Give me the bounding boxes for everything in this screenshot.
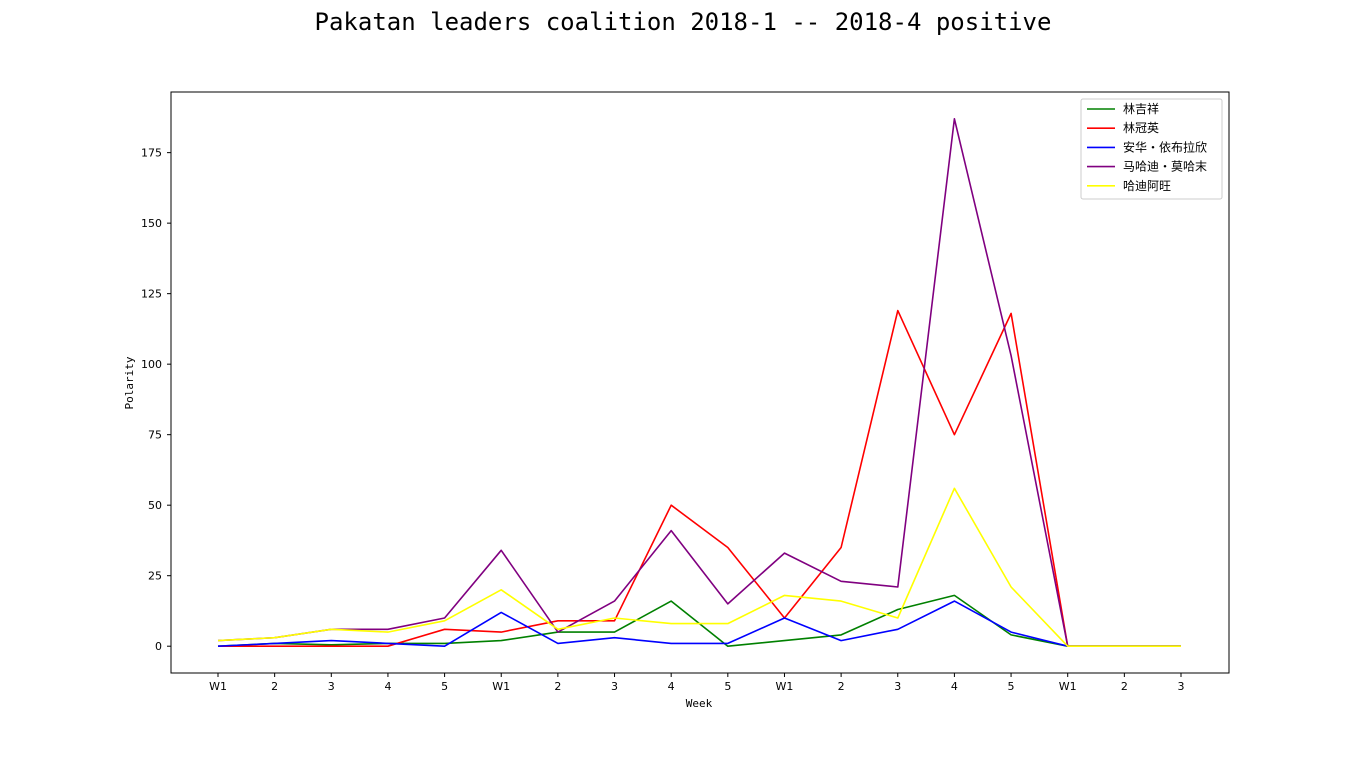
series-line-2 [218, 309, 1181, 648]
y-axis-label: Polarity [123, 356, 136, 409]
y-tick-label: 75 [148, 429, 162, 442]
x-tick-label: W1 [1059, 680, 1077, 693]
legend-frame [1080, 98, 1223, 200]
legend-label: 马哈迪・莫哈末 [1123, 160, 1207, 174]
y-tick-label: 100 [141, 358, 162, 371]
x-tick-label: 5 [724, 680, 731, 693]
x-tick-label: 2 [838, 680, 845, 693]
x-tick-label: 2 [554, 680, 561, 693]
legend-label: 安华・依布拉欣 [1123, 139, 1207, 154]
series-line-3 [217, 600, 1181, 648]
series-line-5 [217, 487, 1181, 648]
legend-label: 林冠英 [1123, 121, 1159, 135]
y-tick-label: 150 [141, 217, 162, 230]
legend-label: 哈迪阿旺 [1123, 179, 1171, 193]
plot-frame [170, 91, 1230, 674]
x-tick-label: 4 [951, 680, 958, 693]
x-tick-label: 4 [384, 680, 391, 693]
y-tick-label: 0 [155, 640, 162, 653]
x-tick-label: W1 [492, 680, 510, 693]
series-line-4 [217, 118, 1181, 648]
y-tick-label: 50 [148, 499, 162, 512]
x-tick-label: 3 [894, 680, 901, 693]
y-tick-label: 25 [148, 570, 162, 583]
x-tick-label: W1 [776, 680, 794, 693]
chart-title: Pakatan leaders coalition 2018-1 -- 2018… [314, 8, 1052, 36]
x-tick-label: 3 [1178, 680, 1185, 693]
y-tick-label: 175 [141, 147, 162, 160]
x-tick-label: 4 [668, 680, 675, 693]
x-tick-label: 2 [1121, 680, 1128, 693]
x-tick-label: 3 [328, 680, 335, 693]
legend-label: 林吉祥 [1123, 102, 1159, 116]
x-tick-label: 5 [441, 680, 448, 693]
x-axis-label: Week [686, 697, 713, 710]
x-tick-label: 3 [611, 680, 618, 693]
x-tick-label: W1 [209, 680, 227, 693]
y-tick-label: 125 [141, 288, 162, 301]
x-tick-label: 2 [271, 680, 278, 693]
x-tick-label: 5 [1008, 680, 1015, 693]
